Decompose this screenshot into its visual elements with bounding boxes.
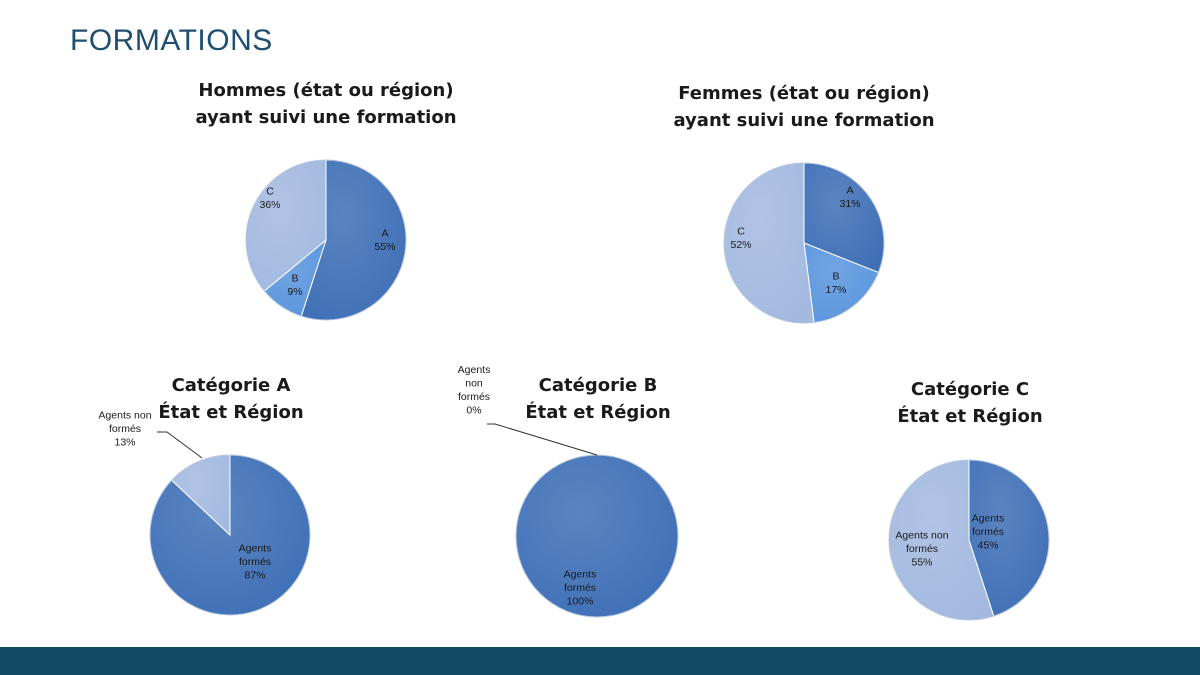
chart-title-line-1: Femmes (état ou région) (678, 83, 930, 104)
chart-title-line-2: État et Région (525, 402, 671, 423)
chart-title-categorie-a: Catégorie A État et Région (131, 372, 331, 426)
chart-title-categorie-c: Catégorie C État et Région (870, 376, 1070, 430)
slice-label: Agents non formés 13% (98, 410, 151, 449)
chart-title-line-2: État et Région (158, 402, 304, 423)
pie-slice (888, 459, 995, 621)
chart-title-femmes: Femmes (état ou région) ayant suivi une … (654, 80, 954, 134)
slide-title: FORMATIONS (70, 24, 273, 57)
pie-slice (803, 242, 880, 323)
slice-label: Agents non formés 0% (458, 364, 491, 417)
leader-line (157, 431, 203, 459)
pie-slice (968, 459, 1050, 617)
chart-title-line-1: Hommes (état ou région) (198, 80, 454, 101)
pie-edge (723, 162, 885, 324)
pie-group-1: A 31% B 17% C 52% (723, 162, 885, 324)
chart-title-line-2: État et Région (897, 406, 1043, 427)
slice-label: B 17% (825, 270, 846, 296)
slice-label: A 31% (839, 184, 860, 210)
pie-slice (245, 159, 327, 292)
pie-group-4: Agents formés 45% Agents non formés 55% (888, 459, 1050, 621)
pie-edge (149, 454, 311, 616)
slice-label: B 9% (287, 272, 302, 298)
chart-title-line-1: Catégorie A (171, 375, 291, 396)
pie-slice (723, 162, 815, 324)
chart-title-line-2: ayant suivi une formation (673, 110, 935, 131)
pie-group-0: A 55% B 9% C 36% (245, 159, 407, 321)
chart-title-line-1: Catégorie B (538, 375, 658, 396)
pie-slice (515, 454, 679, 618)
slice-label: Agents non formés 55% (895, 530, 948, 569)
pie-group-2: Agents formés 87% Agents non formés 13% (98, 410, 311, 616)
chart-title-hommes: Hommes (état ou région) ayant suivi une … (176, 77, 476, 131)
pie-edge (888, 459, 1050, 621)
slice-label: C 52% (730, 225, 751, 251)
leader-line (487, 423, 598, 456)
slice-label: A 55% (374, 227, 395, 253)
pie-slice (803, 162, 885, 274)
chart-title-categorie-b: Catégorie B État et Région (498, 372, 698, 426)
slice-label: Agents formés 87% (239, 543, 272, 582)
slice-label: C 36% (259, 185, 280, 211)
pie-slice (170, 454, 231, 537)
pie-group-3: Agents formés 100% Agents non formés 0% (458, 364, 679, 618)
chart-title-line-1: Catégorie C (910, 379, 1030, 400)
pie-edge (245, 159, 407, 321)
chart-title-line-2: ayant suivi une formation (195, 107, 457, 128)
footer-bar (0, 647, 1200, 675)
slice-label: Agents formés 100% (564, 569, 597, 608)
pie-slice (300, 159, 407, 321)
slice-label: Agents formés 45% (972, 513, 1005, 552)
